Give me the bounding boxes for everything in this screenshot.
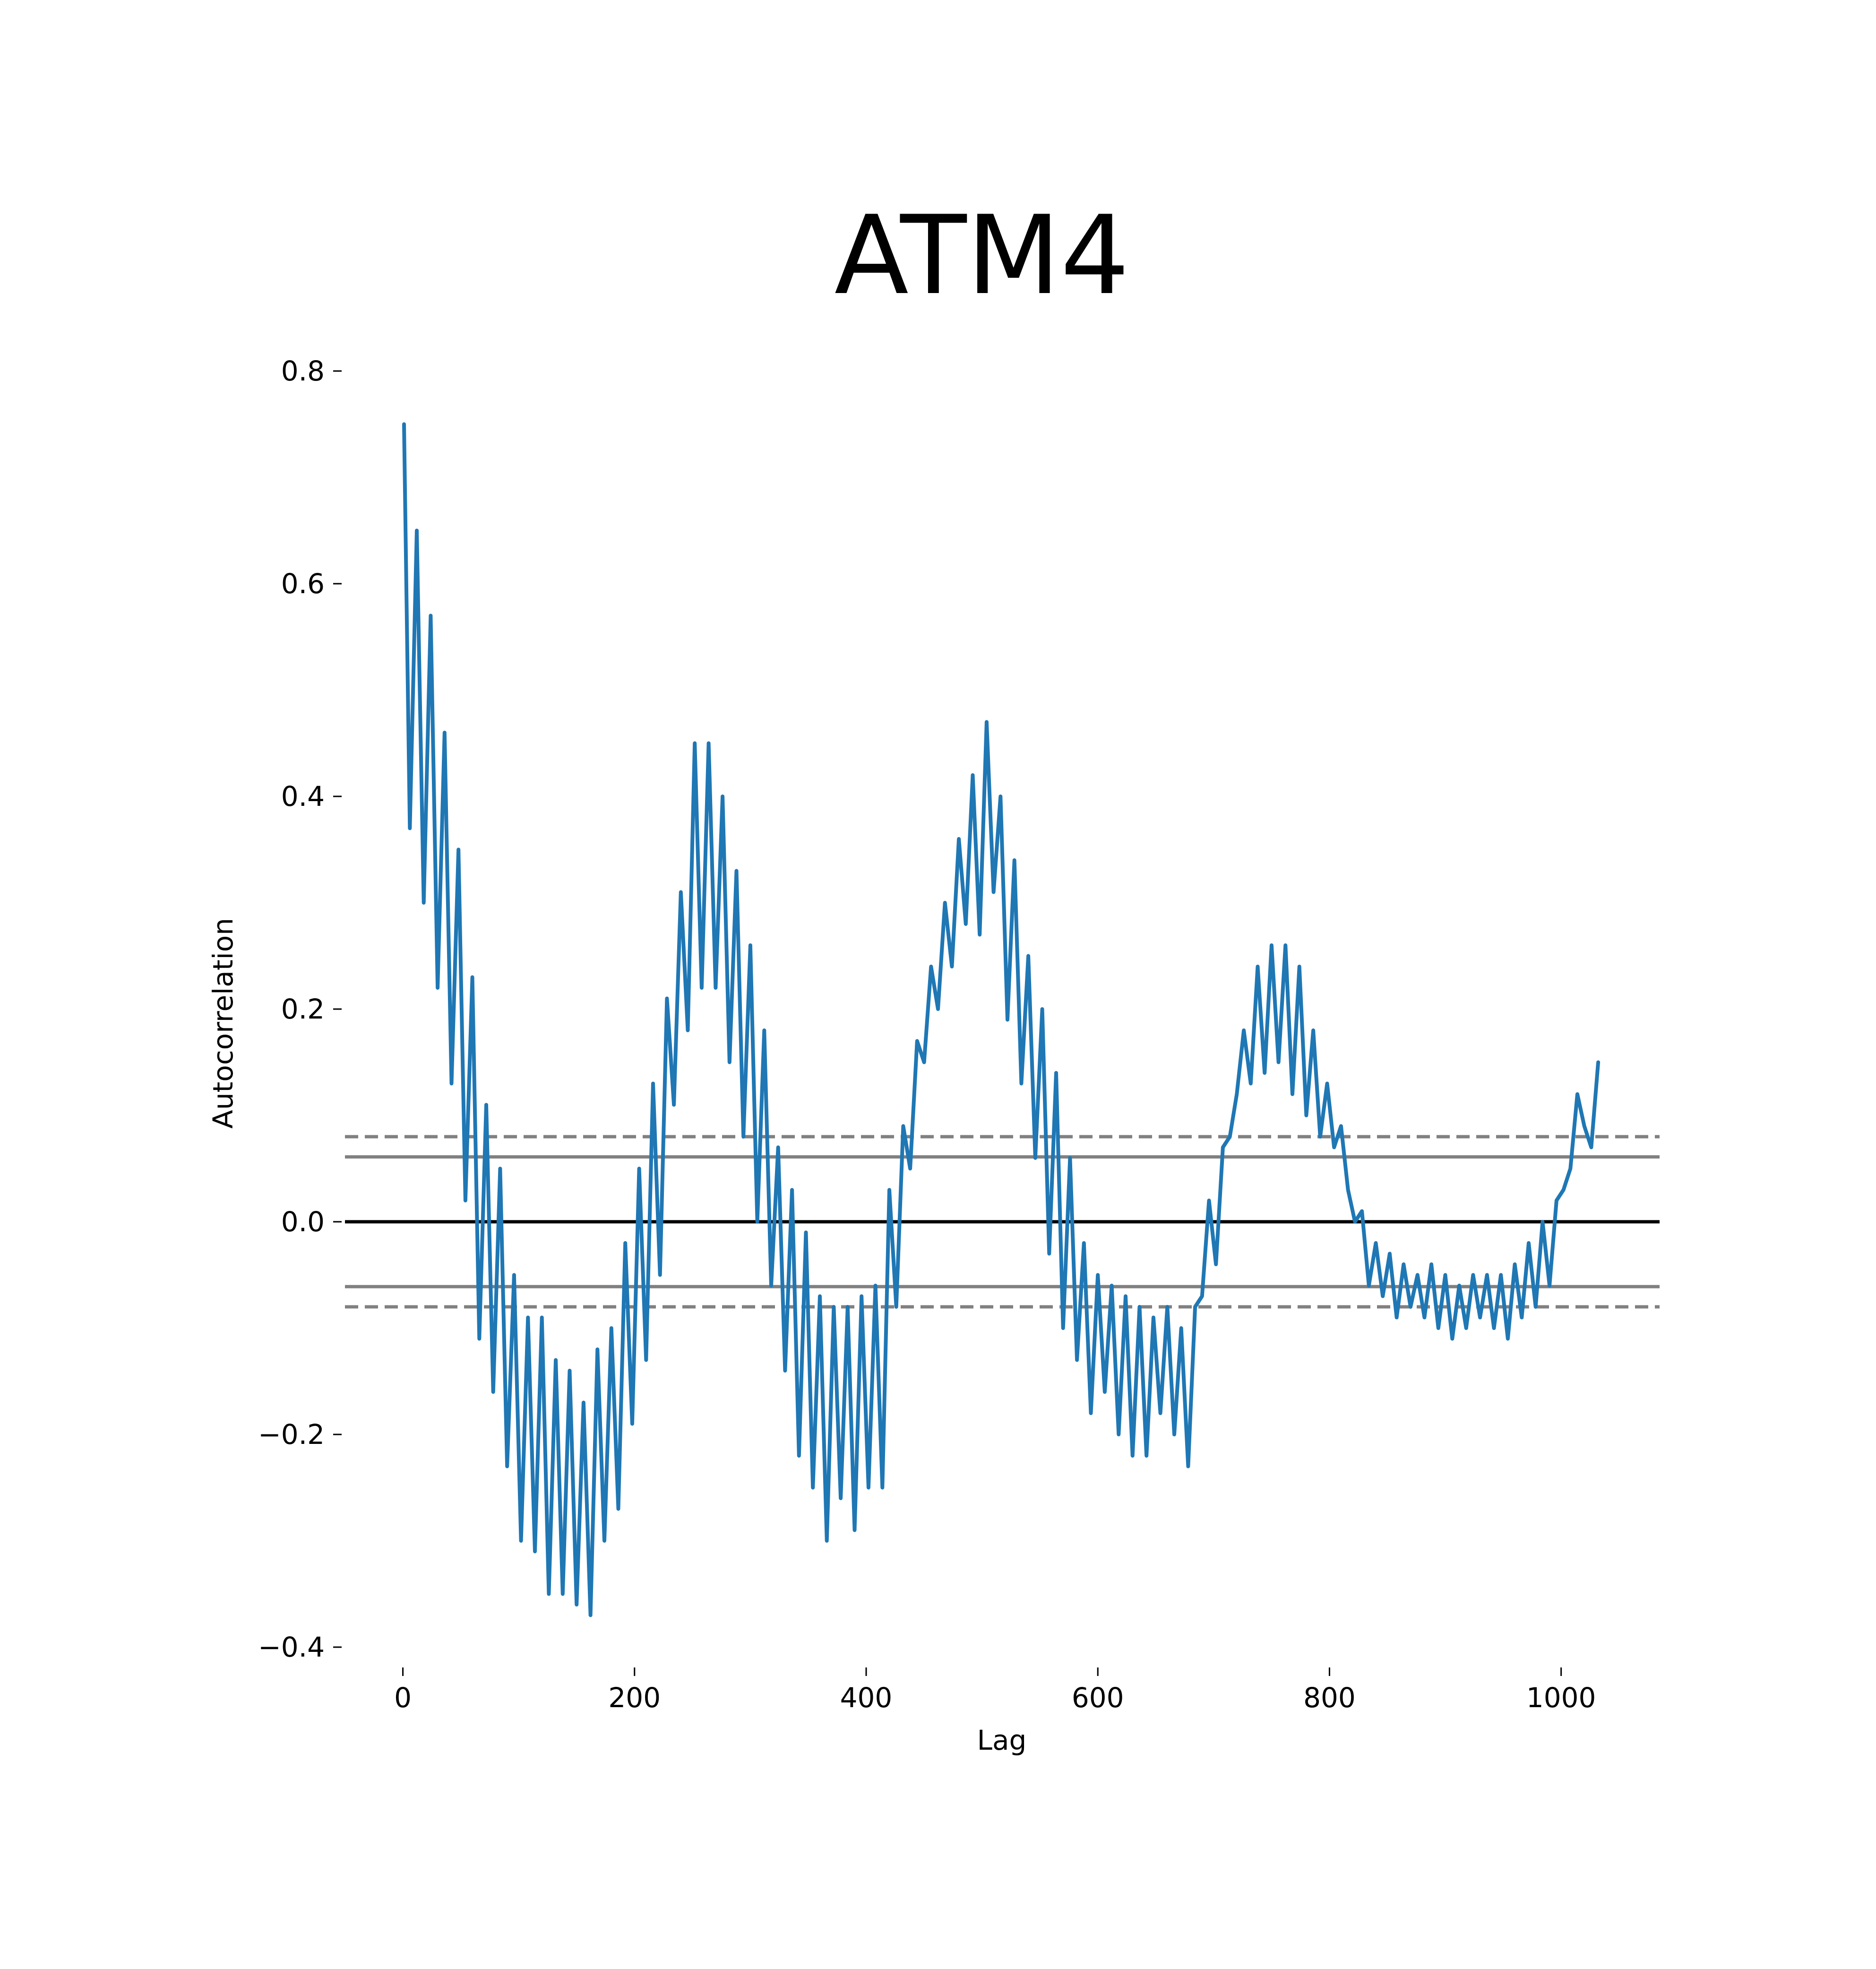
x-tick-label: 400 (840, 1682, 893, 1714)
y-tick-label: 0.6 (281, 568, 325, 600)
x-axis-ticks: 0 200 400 600 800 1000 (394, 1667, 1596, 1714)
x-tick-label: 0 (394, 1682, 412, 1714)
y-tick-label: 0.4 (281, 780, 325, 812)
y-axis-ticks: −0.4 −0.2 0.0 0.2 0.4 0.6 0.8 (258, 355, 342, 1663)
x-tick-label: 200 (608, 1682, 661, 1714)
y-tick-label: −0.4 (258, 1631, 325, 1663)
series-line-autocorrelation (402, 422, 1601, 1617)
y-tick-label: 0.2 (281, 993, 325, 1025)
y-tick-label: −0.2 (258, 1418, 325, 1451)
y-tick-label: 0.8 (281, 355, 325, 387)
y-axis-label: Autocorrelation (207, 918, 239, 1129)
x-axis-label: Lag (977, 1724, 1027, 1756)
series-layer (402, 422, 1601, 1617)
reference-lines (345, 1135, 1660, 1309)
chart-title: ATM4 (835, 193, 1130, 319)
y-tick-label: 0.0 (281, 1206, 325, 1238)
x-tick-label: 1000 (1526, 1682, 1596, 1714)
x-tick-label: 800 (1303, 1682, 1356, 1714)
x-tick-label: 600 (1072, 1682, 1124, 1714)
